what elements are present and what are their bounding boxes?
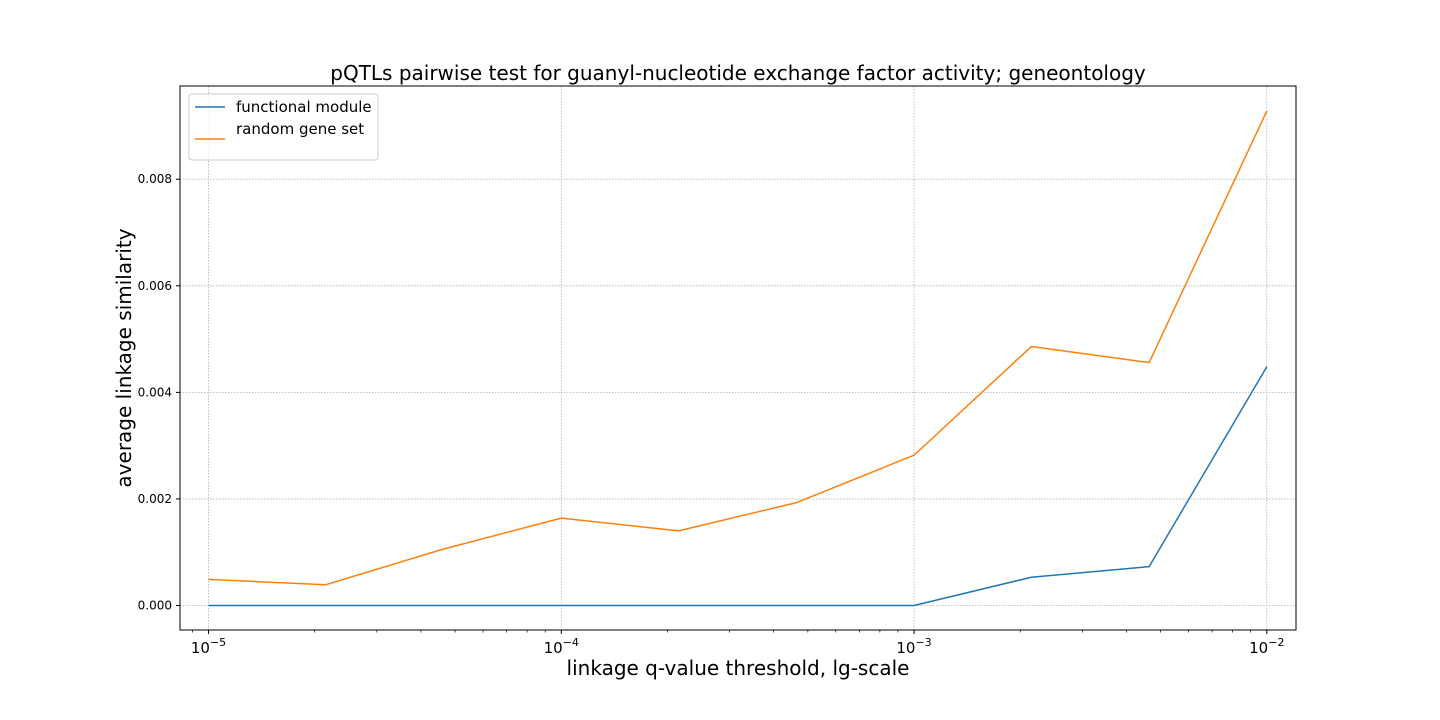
series-line-functional-module xyxy=(208,366,1268,607)
x-tick-label: 10−2 xyxy=(1249,636,1284,657)
x-tick-label: 10−4 xyxy=(544,636,579,657)
legend-label-random-gene-set: random gene set xyxy=(236,120,364,138)
series-line-random-gene-set xyxy=(208,110,1268,586)
y-tick-label: 0.008 xyxy=(138,172,172,186)
chart-title: pQTLs pairwise test for guanyl-nucleotid… xyxy=(330,61,1146,85)
y-tick-label: 0.002 xyxy=(138,492,172,506)
x-tick-labels: 10−5 10−4 10−3 10−2 xyxy=(191,636,1285,657)
series-lines xyxy=(208,110,1268,607)
y-tick-label: 0.004 xyxy=(138,385,172,399)
y-axis-label: average linkage similarity xyxy=(112,228,136,487)
legend-label-functional-module: functional module xyxy=(236,98,372,116)
x-axis-label: linkage q-value threshold, lg-scale xyxy=(567,656,910,680)
x-tick-label: 10−3 xyxy=(896,636,931,657)
y-tick-label: 0.006 xyxy=(138,279,172,293)
plot-frame xyxy=(179,85,1297,631)
x-tick-label: 10−5 xyxy=(191,636,226,657)
legend: functional module random gene set xyxy=(188,93,379,161)
legend-box xyxy=(188,93,379,161)
y-tick-labels: 0.000 0.002 0.004 0.006 0.008 xyxy=(138,172,172,612)
y-tick-label: 0.000 xyxy=(138,598,172,612)
axis-ticks xyxy=(176,178,1268,634)
